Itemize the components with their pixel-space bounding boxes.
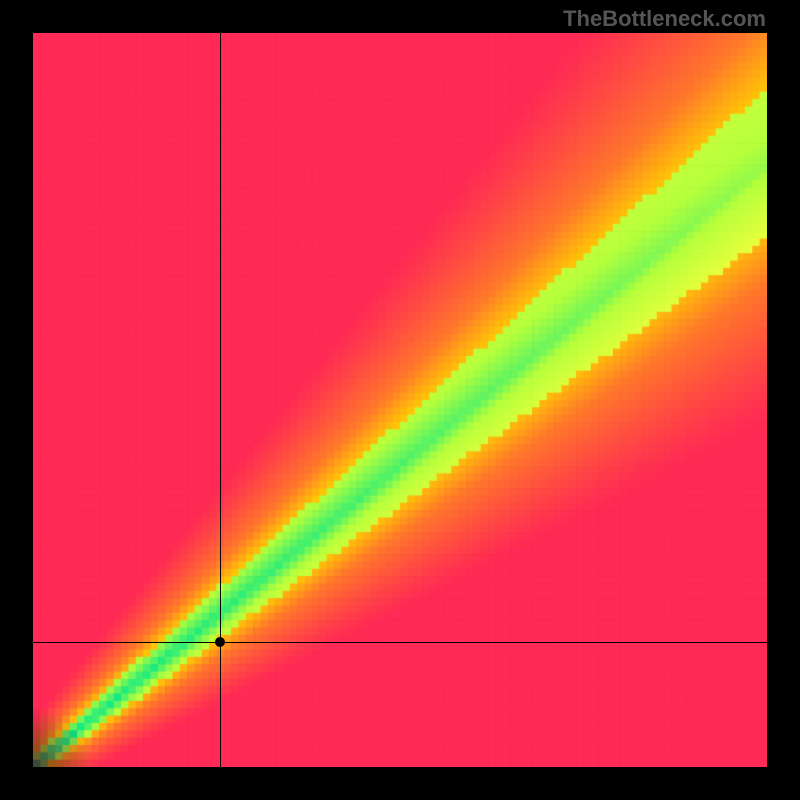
attribution-watermark: TheBottleneck.com	[563, 6, 766, 32]
bottleneck-heatmap	[33, 33, 767, 767]
crosshair-marker-dot	[215, 637, 225, 647]
crosshair-vertical	[220, 33, 221, 767]
crosshair-horizontal	[33, 642, 767, 643]
